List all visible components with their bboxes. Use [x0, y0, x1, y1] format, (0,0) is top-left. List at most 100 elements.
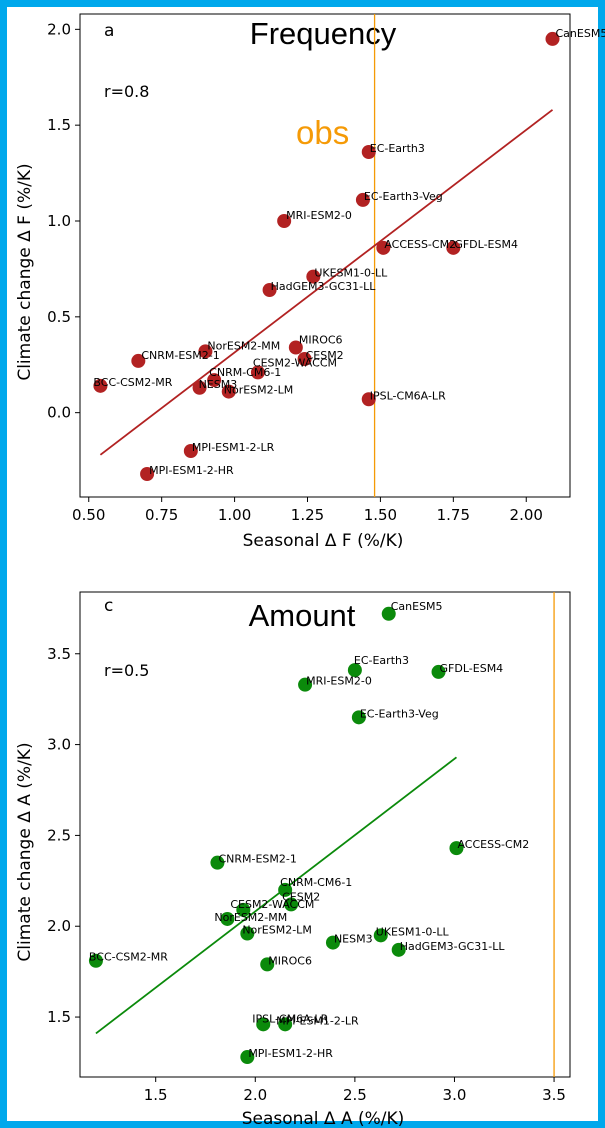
model-point	[355, 192, 370, 207]
model-label: CESM2-WACCM	[230, 898, 314, 911]
model-label: MIROC6	[299, 334, 343, 347]
y-tick-label: 0.0	[47, 404, 71, 422]
model-point	[250, 365, 265, 380]
model-point	[88, 953, 103, 968]
model-label: NorESM2-MM	[214, 911, 287, 924]
amount-panel: c Amount r=0.5 Seasonal Δ A (%/K) Climat…	[15, 591, 571, 1128]
model-label: MPI-ESM1-2-LR	[192, 441, 275, 454]
model-label: ACCESS-CM2	[457, 838, 529, 851]
y-tick-label: 2.0	[47, 20, 71, 38]
axes-frame	[79, 13, 571, 498]
frequency-panel: a Frequency r=0.8 obs Seasonal Δ F (%/K)…	[15, 13, 605, 551]
model-point	[262, 283, 277, 297]
y-tick-label: 2.5	[47, 826, 71, 844]
model-label: IPSL-CM6A-LR	[370, 389, 446, 402]
x-tick-label: 1.00	[218, 506, 251, 524]
model-label: NorESM2-LM	[224, 384, 294, 397]
model-point	[192, 380, 207, 395]
model-point	[240, 926, 255, 941]
model-label: HadGEM3-GC31-LL	[271, 280, 377, 293]
model-point	[277, 214, 292, 228]
regression-line	[99, 109, 554, 456]
model-label: EC-Earth3-Veg	[360, 707, 439, 720]
model-label: MPI-ESM1-2-HR	[248, 1047, 333, 1060]
tick-layer: 0.50 0.75 1.00 1.25 1.50 1.75 2.00 0.0 0.5 1.0 1.5…	[47, 13, 571, 524]
y-tick-label: 1.0	[47, 212, 71, 230]
model-point	[284, 897, 299, 912]
model-label: BCC-CSM2-MR	[89, 951, 168, 964]
x-tick-label: 2.00	[510, 506, 543, 524]
model-point	[220, 911, 235, 926]
model-point	[347, 663, 362, 678]
model-point	[391, 942, 406, 957]
model-point	[298, 677, 313, 692]
model-point	[288, 340, 303, 355]
x-tick-label: 2.5	[343, 1086, 367, 1104]
model-label: CanESM5	[556, 27, 605, 40]
model-label: ACCESS-CM2	[384, 238, 456, 251]
y-tick-label: 2.0	[47, 917, 71, 935]
model-point	[240, 1050, 255, 1065]
model-label: CNRM-ESM2-1	[218, 853, 296, 866]
model-point	[221, 384, 236, 399]
model-label: CESM2-WACCM	[253, 356, 337, 369]
model-point	[183, 444, 198, 458]
model-label: IPSL-CM6A-LR	[252, 1012, 328, 1025]
x-axis-label: Seasonal Δ A (%/K)	[242, 1109, 405, 1128]
model-label: MIROC6	[268, 954, 312, 967]
model-point	[373, 928, 388, 943]
x-tick-label: 1.75	[437, 506, 470, 524]
model-label: CESM2	[306, 349, 344, 362]
model-label: EC-Earth3	[370, 142, 425, 155]
x-tick-label: 2.0	[243, 1086, 267, 1104]
model-point	[376, 240, 391, 255]
y-tick-label: 0.5	[47, 308, 71, 326]
model-point	[431, 664, 446, 679]
model-point	[361, 145, 376, 159]
tick-layer: 1.5 2.0 2.5 3.0 3.5 1.5 2.0 2.5 3.0 3.5	[47, 591, 571, 1104]
model-label: GFDL-ESM4	[454, 238, 518, 251]
marks-layer: CanESM5 EC-Earth3 EC-Earth3-Veg MRI-ESM2-0 A…	[93, 14, 605, 497]
model-point	[198, 344, 213, 359]
model-point	[207, 373, 222, 388]
x-tick-label: 1.5	[144, 1086, 168, 1104]
x-tick-label: 3.5	[542, 1086, 566, 1104]
model-point	[210, 855, 225, 870]
model-label: CNRM-CM6-1	[209, 366, 281, 379]
model-label: NESM3	[334, 933, 373, 946]
model-label: NorESM2-LM	[242, 923, 312, 936]
model-point	[278, 882, 293, 897]
model-label: EC-Earth3-Veg	[364, 190, 443, 203]
model-label: MPI-ESM1-2-HR	[149, 464, 234, 477]
y-tick-label: 3.5	[47, 645, 71, 663]
model-label: UKESM1-0-LL	[376, 925, 450, 938]
model-label: MRI-ESM2-0	[286, 209, 352, 222]
model-label: HadGEM3-GC31-LL	[400, 940, 506, 953]
model-point	[446, 240, 461, 255]
y-axis-label: Climate change Δ A (%/K)	[15, 742, 35, 961]
model-label: BCC-CSM2-MR	[93, 376, 172, 389]
model-point	[545, 31, 560, 46]
model-point	[131, 353, 146, 368]
model-point	[325, 935, 340, 950]
chart-title: Frequency	[250, 16, 397, 51]
x-tick-label: 3.0	[443, 1086, 467, 1104]
model-point	[140, 467, 155, 481]
y-tick-label: 1.5	[47, 116, 71, 134]
y-tick-label: 3.0	[47, 736, 71, 754]
panel-letter: c	[104, 596, 113, 616]
model-label: EC-Earth3	[354, 654, 409, 667]
y-tick-label: 1.5	[47, 1008, 71, 1026]
model-label: CNRM-CM6-1	[280, 876, 352, 889]
model-point	[351, 710, 366, 725]
model-label: CanESM5	[391, 600, 443, 613]
model-point	[361, 392, 376, 407]
obs-label: obs	[296, 114, 349, 151]
panel-letter: a	[104, 21, 114, 41]
x-tick-label: 1.25	[291, 506, 324, 524]
axes-frame	[79, 591, 571, 1078]
model-label: MRI-ESM2-0	[306, 675, 372, 688]
model-label: GFDL-ESM4	[440, 662, 504, 675]
